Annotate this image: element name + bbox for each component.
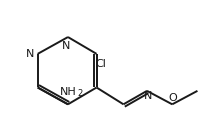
Text: O: O bbox=[169, 93, 178, 103]
Text: N: N bbox=[26, 49, 34, 59]
Text: NH: NH bbox=[60, 87, 76, 97]
Text: N: N bbox=[144, 91, 152, 101]
Text: Cl: Cl bbox=[95, 59, 106, 69]
Text: 2: 2 bbox=[77, 89, 82, 98]
Text: N: N bbox=[62, 41, 70, 51]
